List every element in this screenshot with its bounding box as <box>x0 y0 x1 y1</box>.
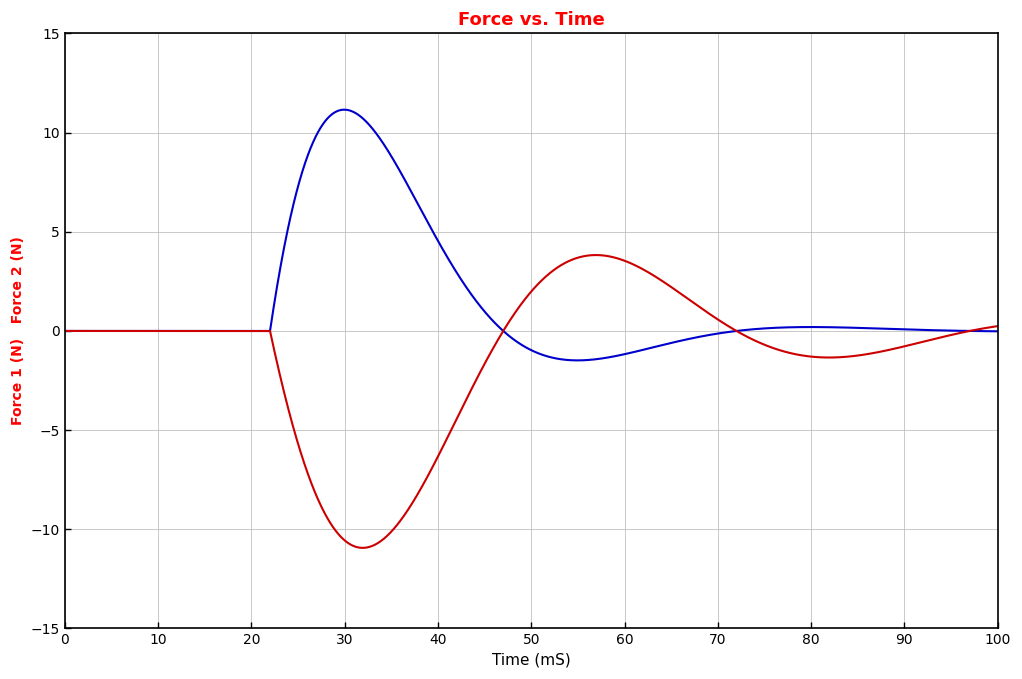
Y-axis label: Force 1 (N)   Force 2 (N): Force 1 (N) Force 2 (N) <box>11 236 26 426</box>
X-axis label: Time (mS): Time (mS) <box>492 653 570 668</box>
Title: Force vs. Time: Force vs. Time <box>458 11 605 29</box>
